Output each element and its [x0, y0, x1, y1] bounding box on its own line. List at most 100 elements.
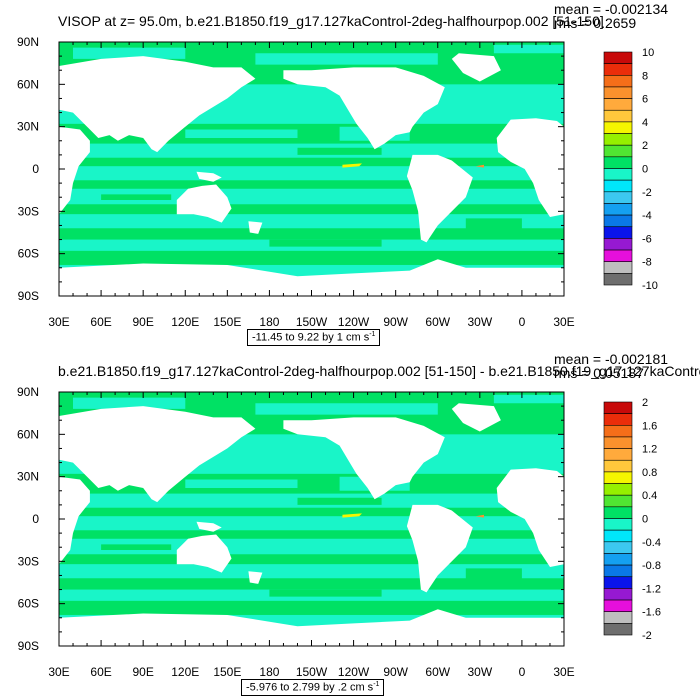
green-band [59, 228, 564, 240]
x-tick-label: 180 [259, 315, 279, 329]
green-band [59, 157, 564, 167]
land-mask [59, 609, 564, 646]
anomaly-mark [342, 513, 362, 518]
x-tick-label: 150E [213, 315, 241, 329]
colorbar-swatch [603, 133, 633, 146]
x-tick-label: 0 [519, 665, 526, 679]
land-mask [406, 504, 473, 593]
colorbar-swatch [603, 226, 633, 239]
rms-text: rms = 0.2659 [554, 15, 637, 31]
y-tick-label: 60N [17, 77, 39, 91]
colorbar-swatch [603, 273, 633, 286]
x-tick-label: 120E [171, 315, 199, 329]
colorbar-swatch [603, 436, 633, 449]
y-tick-label: 30S [18, 204, 39, 218]
colorbar-swatch [603, 144, 633, 158]
colorbar-label: 10 [642, 47, 654, 59]
land-mask [59, 126, 90, 215]
land-mask [59, 259, 564, 296]
colorbar-swatch [603, 425, 633, 438]
land-mask [176, 184, 232, 223]
green-patch [297, 497, 382, 505]
panel-bottom: b.e21.B1850.f19_g17.127kaControl-2deg-ha… [0, 350, 700, 700]
range-label: -11.45 to 9.22 by 1 cm s-1 [247, 329, 381, 346]
colorbar-swatch [603, 75, 633, 88]
anomaly-mark [475, 514, 484, 518]
x-tick-label: 60E [90, 315, 111, 329]
x-tick-label: 150E [213, 665, 241, 679]
land-mask [59, 476, 90, 565]
colorbar-label: 0 [642, 514, 648, 526]
range-text: -11.45 to 9.22 by 1 cm s [252, 331, 370, 344]
x-tick-label: 120W [338, 315, 370, 329]
colorbar-label: -2 [642, 630, 652, 642]
colorbar-swatch [603, 401, 633, 414]
cyan-patch [73, 47, 186, 59]
y-tick-label: 90N [17, 35, 39, 49]
colorbar-swatch [603, 109, 633, 123]
y-tick-label: 0 [32, 162, 39, 176]
colorbar-label: -0.8 [642, 560, 661, 572]
colorbar-label: 1.6 [642, 420, 657, 432]
chart-title: VISOP at z= 95.0m, b.e21.B1850.f19_g17.1… [58, 13, 604, 29]
colorbar-swatch [603, 191, 633, 204]
colorbar-swatch [603, 494, 633, 508]
land-mask [248, 221, 263, 234]
green-patch [465, 218, 522, 233]
x-tick-label: 90W [383, 315, 408, 329]
colorbar-swatch [603, 564, 633, 578]
colorbar-swatch [603, 529, 633, 543]
range-label: -5.976 to 2.799 by .2 cm s-1 [241, 679, 385, 696]
x-tick-label: 180 [259, 665, 279, 679]
y-tick-label: 0 [32, 512, 39, 526]
map-field [59, 392, 564, 646]
green-patch [269, 589, 382, 597]
colorbar-swatch [603, 483, 633, 496]
colorbar-label: 4 [642, 117, 648, 129]
colorbar-label: -1.6 [642, 607, 661, 619]
colorbar-label: -10 [642, 280, 658, 292]
y-tick-label: 60S [18, 247, 39, 261]
range-sup: -1 [369, 331, 376, 338]
colorbar-swatch [603, 611, 633, 624]
colorbar [603, 401, 633, 636]
x-tick-label: 90E [132, 315, 153, 329]
y-tick-label: 90N [17, 385, 39, 399]
colorbar-swatch [603, 506, 633, 519]
y-tick-label: 90S [18, 639, 39, 653]
x-tick-label: 60E [90, 665, 111, 679]
x-tick-label: 30E [48, 315, 69, 329]
y-tick-label: 30S [18, 554, 39, 568]
green-band [59, 250, 564, 265]
colorbar-label: 1.2 [642, 444, 657, 456]
colorbar-label: -6 [642, 233, 652, 245]
land-mask [59, 406, 256, 503]
colorbar-swatch [603, 51, 633, 64]
colorbar-swatch [603, 63, 633, 76]
y-tick-label: 30N [17, 470, 39, 484]
cyan-patch [185, 129, 298, 138]
x-tick-label: 60W [425, 665, 450, 679]
colorbar-swatch [603, 86, 633, 99]
stats: mean = -0.002134 rms = 0.2659 [554, 2, 668, 30]
green-patch [297, 147, 382, 155]
x-tick-label: 30E [553, 315, 574, 329]
colorbar-swatch [603, 471, 633, 484]
colorbar-swatch [603, 156, 633, 169]
colorbar-label: 6 [642, 94, 648, 106]
land-mask [451, 403, 501, 432]
anomaly-mark [475, 164, 484, 168]
x-tick-label: 60W [425, 315, 450, 329]
x-tick-label: 150W [296, 315, 328, 329]
green-patch [101, 194, 172, 200]
stats: mean = -0.002181 rms = 0.05187 [554, 352, 668, 380]
colorbar-swatch [603, 553, 633, 566]
colorbar-swatch [603, 448, 633, 461]
green-band [59, 554, 564, 565]
map-field [59, 42, 564, 296]
land-mask [283, 67, 445, 150]
land-mask [496, 118, 564, 217]
colorbar-swatch [603, 179, 633, 193]
chart-title: b.e21.B1850.f19_g17.127kaControl-2deg-ha… [58, 363, 700, 379]
colorbar-swatch [603, 459, 633, 473]
